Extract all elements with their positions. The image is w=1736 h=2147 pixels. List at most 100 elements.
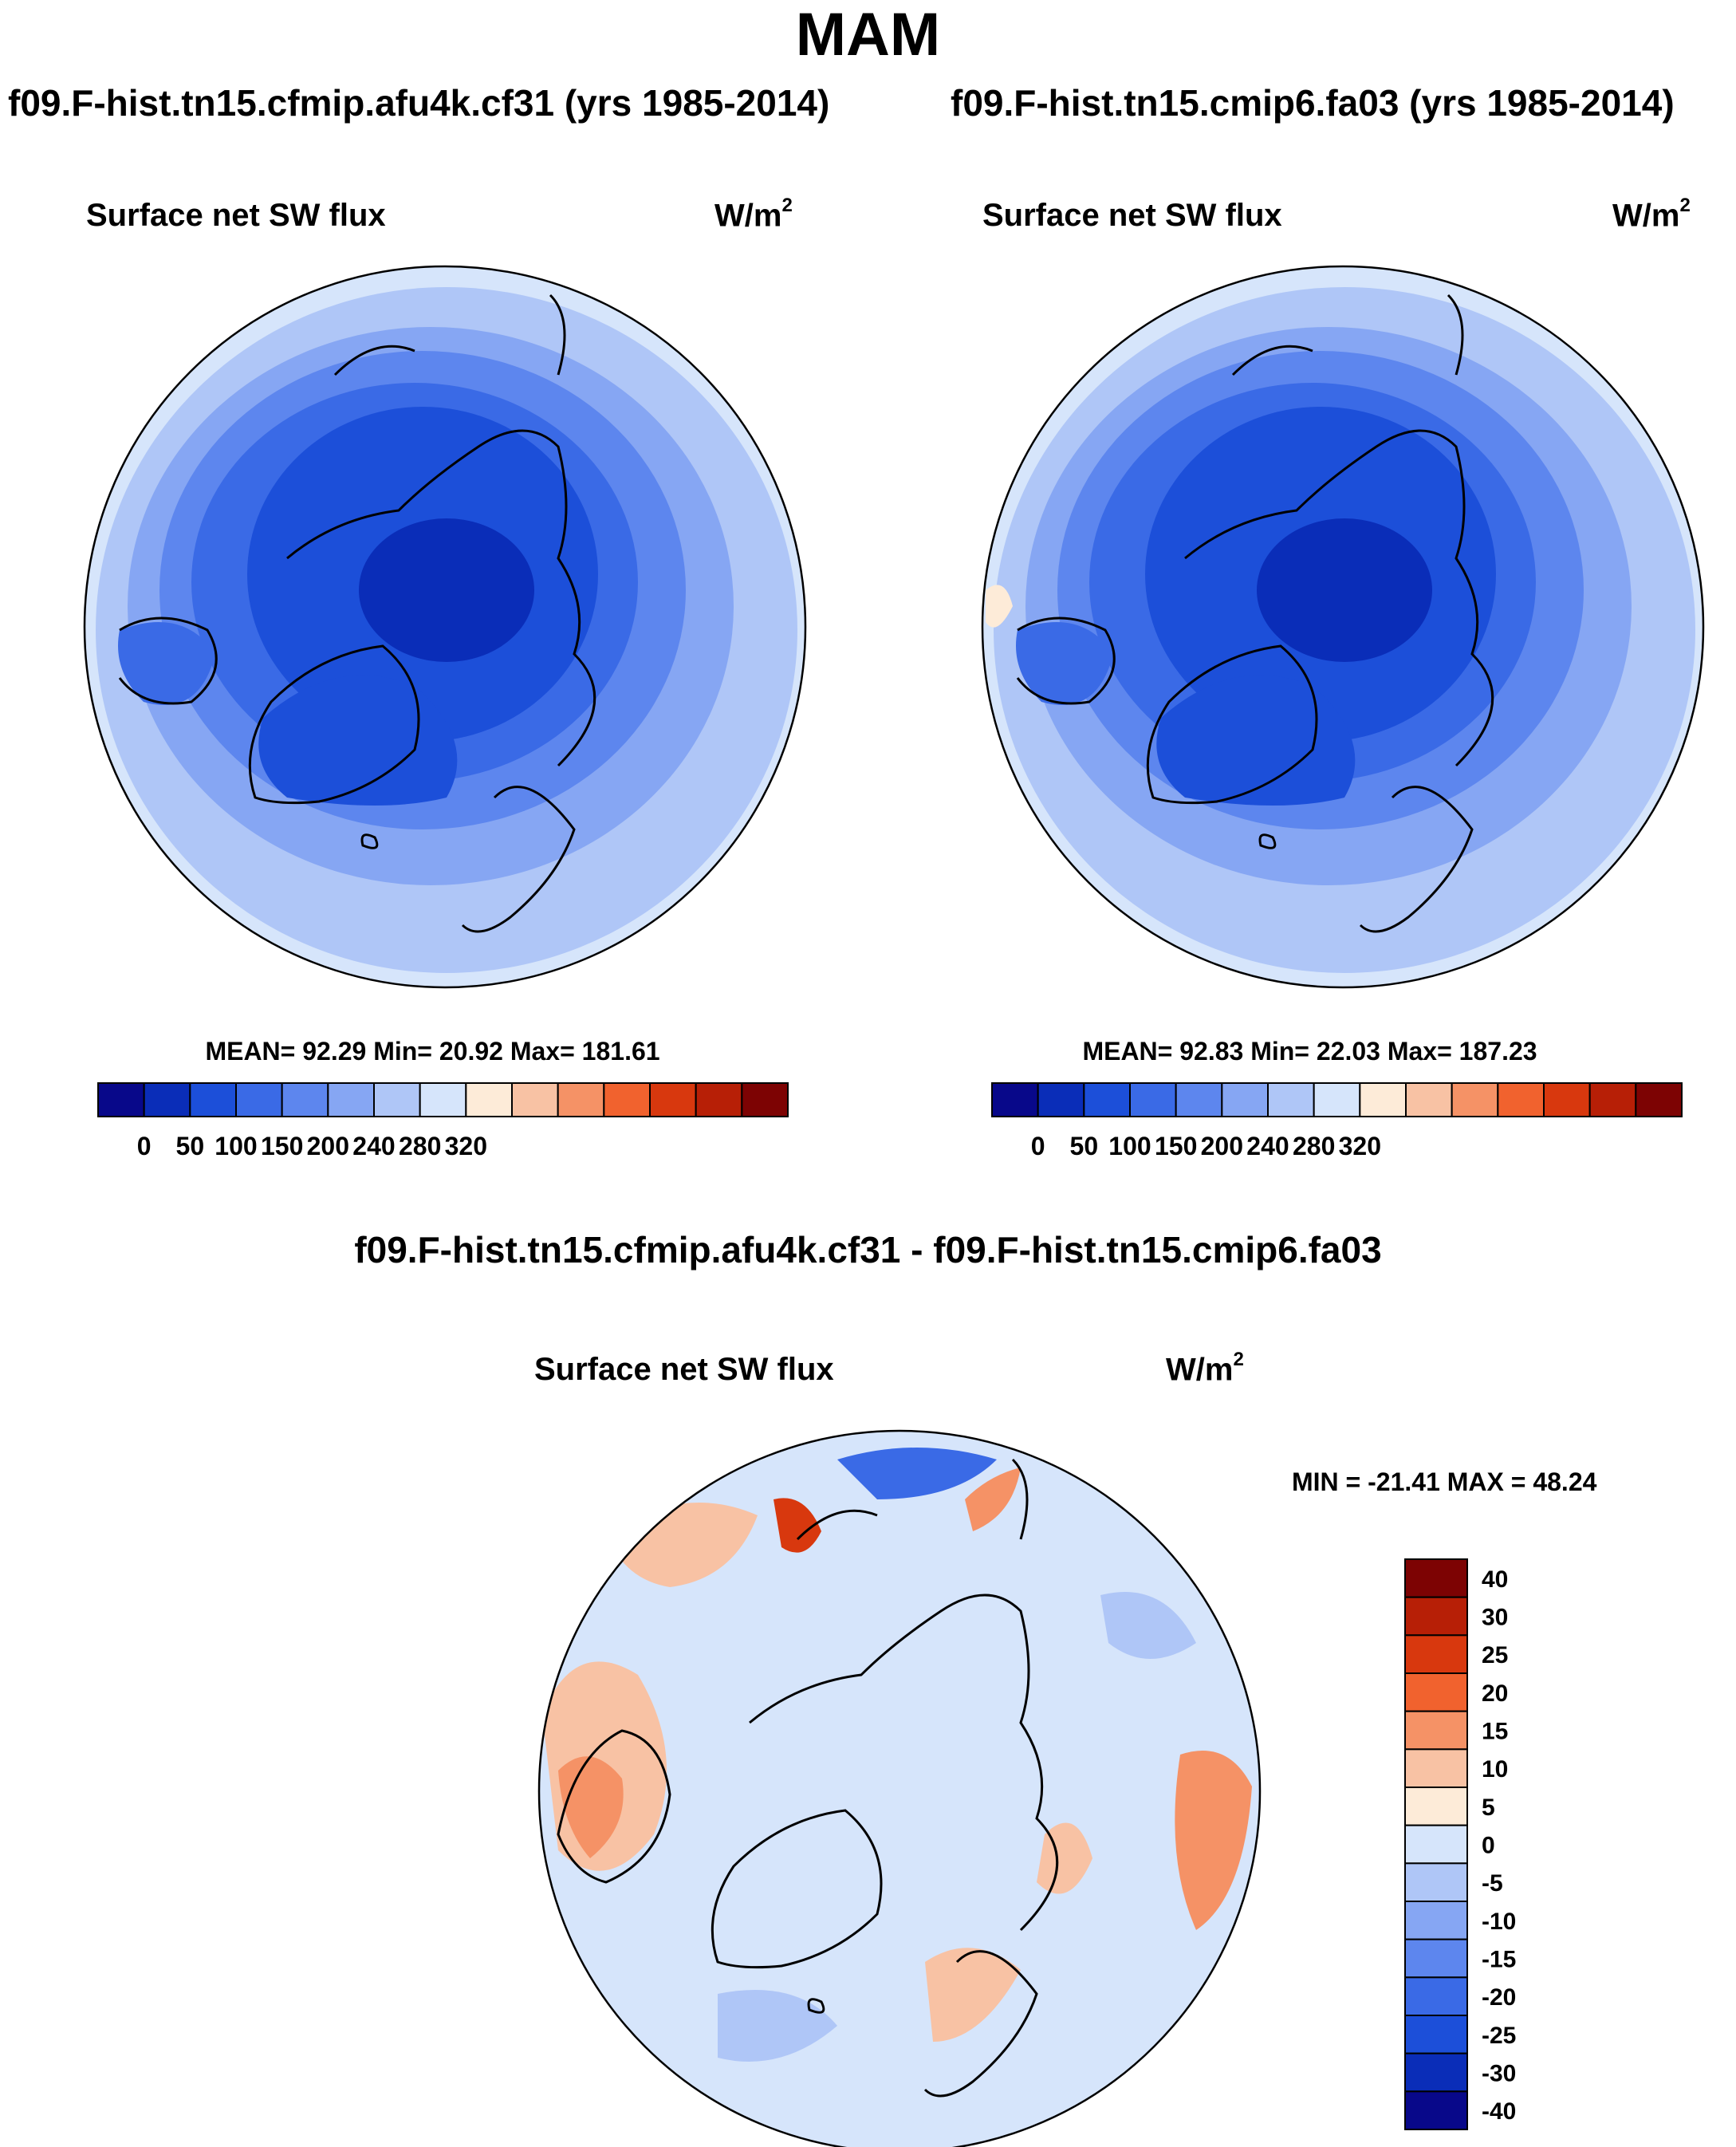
right-colorbar-swatch [1221, 1082, 1270, 1117]
diff-coastlines [557, 1458, 1059, 2098]
diff-colorbar-swatch [1404, 1710, 1468, 1751]
right-colorbar-swatch [1359, 1082, 1407, 1117]
diff-colorbar-label: -40 [1482, 2098, 1516, 2125]
diff-colorbar: 40 30 25 20 15 10 5 0 -5 -10 -15 -20 -25 -30 -40 [1404, 1558, 1516, 2130]
diff-colorbar-swatch [1404, 1901, 1468, 1940]
diff-colorbar-swatch [1404, 2052, 1468, 2093]
left-colorbar-swatch [465, 1082, 513, 1117]
left-colorbar-swatch [741, 1082, 789, 1117]
diff-polar-map [539, 1431, 1260, 2147]
diff-map-border [537, 1429, 1262, 2147]
left-map-border [83, 265, 807, 989]
diff-stats: MIN = -21.41 MAX = 48.24 [1292, 1467, 1597, 1496]
left-coastlines [118, 293, 596, 933]
left-colorbar: 0 50 100 150 200 240 280 320 [97, 1082, 789, 1160]
diff-colorbar-swatch [1404, 1634, 1468, 1674]
right-colorbar-swatch [1175, 1082, 1223, 1117]
right-stats: MEAN= 92.83 Min= 22.03 Max= 187.23 [1082, 1037, 1537, 1066]
diff-units-label: W/m2 [1166, 1349, 1244, 1388]
right-colorbar-swatch [1635, 1082, 1683, 1117]
left-colorbar-label: 100 [215, 1132, 257, 1160]
left-colorbar-swatch [373, 1082, 421, 1117]
diff-colorbar-swatch [1404, 1824, 1468, 1865]
diff-colorbar-swatch [1404, 2090, 1468, 2130]
left-colorbar-swatch [419, 1082, 467, 1117]
left-units-label: W/m2 [714, 195, 793, 234]
diff-colorbar-label: 25 [1482, 1642, 1508, 1668]
right-colorbar-label: 320 [1339, 1132, 1381, 1160]
diff-colorbar-label: 0 [1482, 1833, 1495, 1859]
right-colorbar-label: 50 [1070, 1132, 1099, 1160]
diff-colorbar-label: 30 [1482, 1605, 1508, 1631]
diff-colorbar-label: 40 [1482, 1566, 1508, 1593]
diff-colorbar-label: 20 [1482, 1680, 1508, 1707]
diff-colorbar-swatch [1404, 1596, 1468, 1637]
difference-title: f09.F-hist.tn15.cfmip.afu4k.cf31 - f09.F… [354, 1229, 1382, 1270]
right-units-label: W/m2 [1612, 195, 1691, 234]
diff-colorbar-label: 5 [1482, 1794, 1495, 1821]
right-colorbar-swatch [1267, 1082, 1315, 1117]
right-colorbar-label: 0 [1031, 1132, 1045, 1160]
left-colorbar-swatch [281, 1082, 329, 1117]
figure-title: MAM [795, 1, 941, 69]
right-variable-label: Surface net SW flux [982, 198, 1282, 233]
left-colorbar-label: 240 [352, 1132, 395, 1160]
right-colorbar-swatch [1083, 1082, 1132, 1117]
right-colorbar-swatch [1405, 1082, 1453, 1117]
left-run-title: f09.F-hist.tn15.cfmip.afu4k.cf31 (yrs 19… [8, 82, 830, 124]
right-colorbar-swatch [1129, 1082, 1177, 1117]
left-colorbar-swatch [143, 1082, 191, 1117]
left-colorbar-swatch [649, 1082, 697, 1117]
left-colorbar-swatch [557, 1082, 605, 1117]
diff-colorbar-label: 10 [1482, 1756, 1508, 1783]
right-colorbar-label: 200 [1201, 1132, 1243, 1160]
right-colorbar-label: 240 [1246, 1132, 1289, 1160]
diff-colorbar-swatch [1404, 1558, 1468, 1598]
left-colorbar-label: 50 [176, 1132, 205, 1160]
left-colorbar-label: 200 [307, 1132, 349, 1160]
diff-colorbar-label: -25 [1482, 2023, 1516, 2049]
right-polar-map [982, 266, 1703, 987]
diff-colorbar-label: -10 [1482, 1909, 1516, 1935]
left-stats: MEAN= 92.29 Min= 20.92 Max= 181.61 [205, 1037, 660, 1066]
left-colorbar-swatch [695, 1082, 743, 1117]
right-colorbar-label: 150 [1155, 1132, 1197, 1160]
right-colorbar-swatch [1497, 1082, 1545, 1117]
diff-colorbar-label: -30 [1482, 2061, 1516, 2087]
right-run-title: f09.F-hist.tn15.cmip6.fa03 (yrs 1985-201… [951, 82, 1675, 124]
diff-colorbar-label: -20 [1482, 1984, 1516, 2011]
left-colorbar-swatch [511, 1082, 559, 1117]
right-colorbar-swatch [1543, 1082, 1591, 1117]
left-colorbar-swatch [189, 1082, 237, 1117]
right-colorbar-label: 100 [1108, 1132, 1151, 1160]
right-colorbar-label: 280 [1293, 1132, 1335, 1160]
diff-colorbar-swatch [1404, 1862, 1468, 1902]
diff-colorbar-swatch [1404, 1672, 1468, 1712]
diff-colorbar-swatch [1404, 1938, 1468, 1979]
diff-colorbar-swatch [1404, 2015, 1468, 2054]
right-colorbar-swatch [991, 1082, 1039, 1117]
left-colorbar-swatch [97, 1082, 145, 1117]
right-colorbar: 0 50 100 150 200 240 280 320 [991, 1082, 1683, 1160]
diff-colorbar-label: 15 [1482, 1719, 1508, 1745]
right-colorbar-swatch [1451, 1082, 1499, 1117]
left-colorbar-swatch [603, 1082, 651, 1117]
left-colorbar-swatch [327, 1082, 376, 1117]
right-map-border [981, 265, 1705, 989]
right-colorbar-swatch [1037, 1082, 1085, 1117]
left-colorbar-label: 320 [445, 1132, 487, 1160]
left-variable-label: Surface net SW flux [86, 198, 386, 233]
left-colorbar-label: 280 [399, 1132, 441, 1160]
diff-colorbar-swatch [1404, 1787, 1468, 1826]
diff-colorbar-label: -5 [1482, 1870, 1503, 1897]
diff-colorbar-swatch [1404, 1748, 1468, 1788]
left-colorbar-swatch [235, 1082, 283, 1117]
left-colorbar-label: 150 [261, 1132, 303, 1160]
diff-colorbar-label: -15 [1482, 1947, 1516, 1973]
right-coastlines [1016, 293, 1494, 933]
diff-colorbar-swatch [1404, 1976, 1468, 2016]
right-colorbar-swatch [1313, 1082, 1361, 1117]
left-colorbar-label: 0 [137, 1132, 152, 1160]
right-colorbar-swatch [1588, 1082, 1637, 1117]
